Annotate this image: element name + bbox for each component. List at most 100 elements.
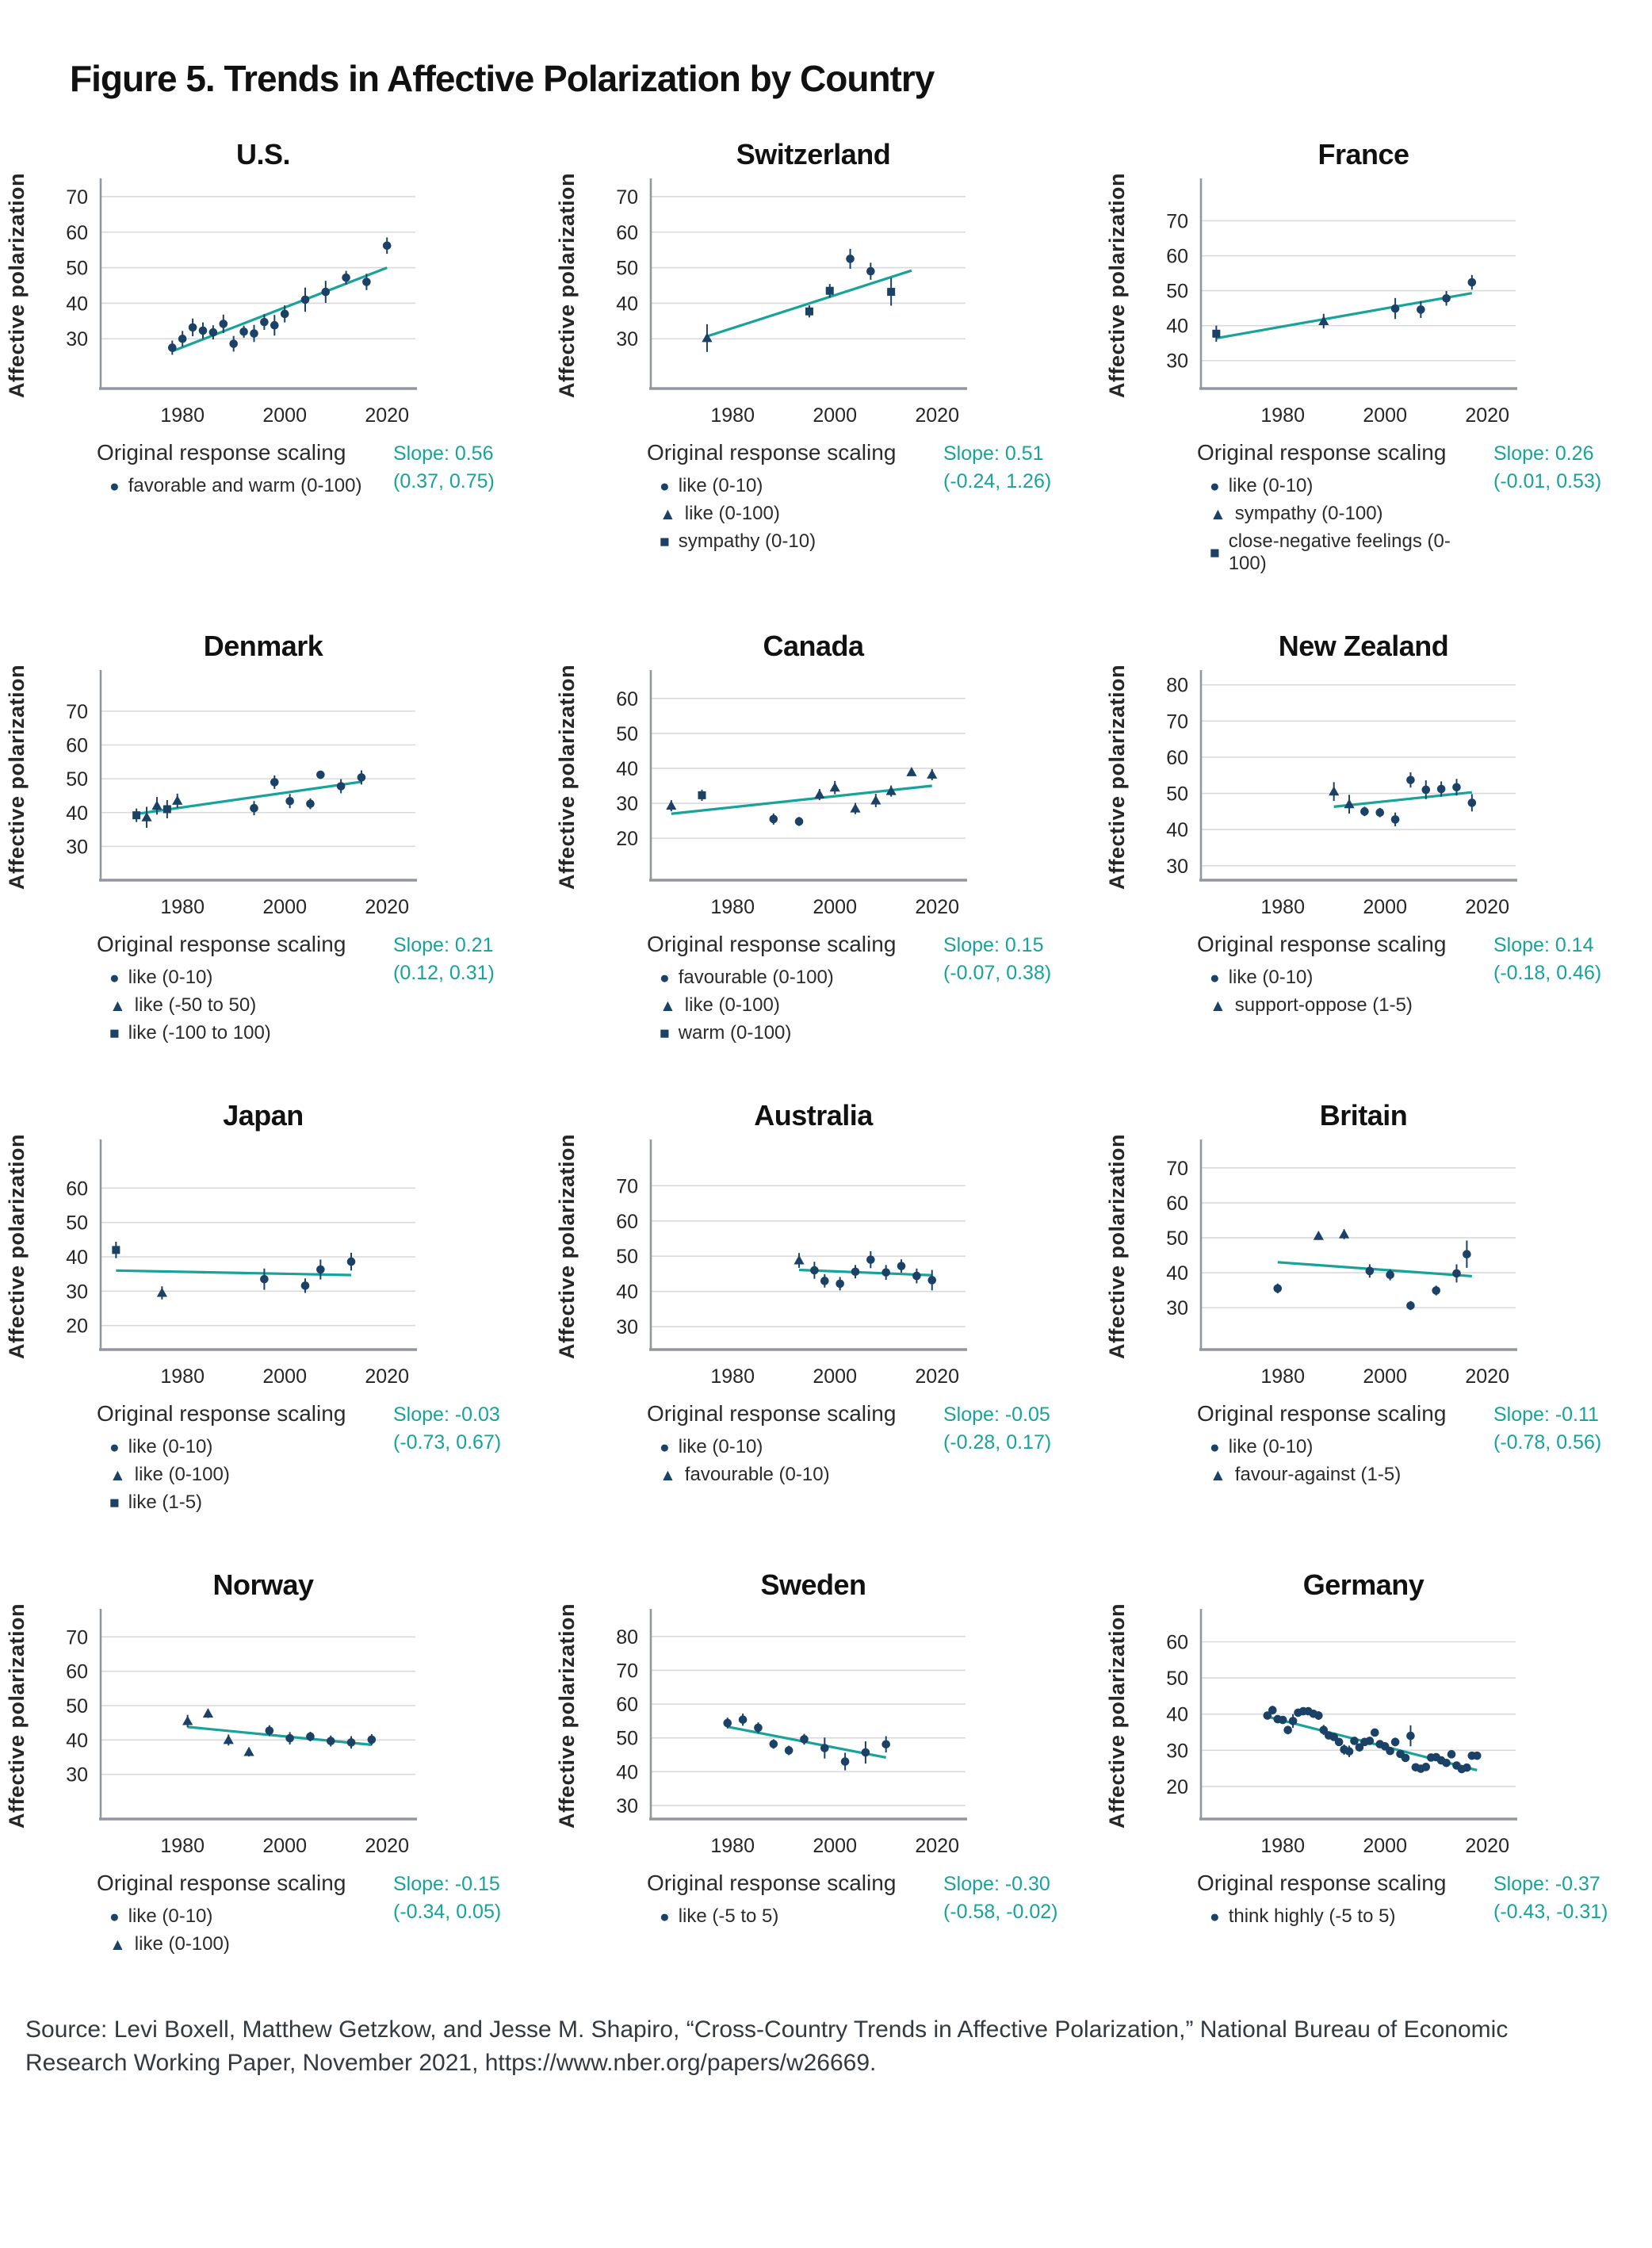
data-point-circle — [346, 1738, 356, 1747]
slope-value: Slope: 0.56 — [393, 442, 494, 465]
slope-value: Slope: -0.03 — [393, 1404, 500, 1426]
slope-ci: (-0.01, 0.53) — [1493, 470, 1602, 492]
chart-legend: Original response scaling ● like (0-10) ▲ li… — [97, 932, 366, 1050]
y-tick-label: 50 — [1166, 281, 1188, 303]
triangle-marker-icon: ▲ — [1210, 1465, 1226, 1484]
y-tick-label: 30 — [66, 836, 88, 858]
x-tick-label: 2020 — [365, 1835, 409, 1857]
slope-ci: (-0.24, 1.26) — [943, 470, 1052, 492]
y-tick-label: 30 — [1166, 1740, 1188, 1762]
slope-value: Slope: 0.14 — [1493, 934, 1594, 956]
data-point-circle — [1329, 1733, 1338, 1741]
circle-marker-icon: ● — [660, 968, 670, 987]
chart-title: Britain — [1319, 1099, 1408, 1132]
triangle-marker-icon: ▲ — [109, 1465, 126, 1484]
data-point-circle — [769, 814, 778, 824]
x-tick-label: 2000 — [262, 896, 307, 918]
data-point-square — [1212, 329, 1221, 338]
y-tick-label: 30 — [616, 328, 638, 350]
chart-legend: Original response scaling ● like (0-10) ▲ li… — [97, 1401, 366, 1519]
y-tick-label: 40 — [616, 758, 638, 780]
x-tick-label: 2020 — [1465, 1365, 1509, 1388]
y-tick-label: 30 — [616, 793, 638, 815]
data-point-circle — [800, 1735, 809, 1744]
y-tick-label: 30 — [1166, 350, 1188, 373]
data-point-square — [698, 791, 706, 799]
x-tick-label: 1980 — [1260, 1835, 1305, 1857]
data-point-square — [887, 288, 896, 297]
legend-title: Original response scaling — [1197, 440, 1447, 465]
legend-item: ● like (0-10) — [660, 1436, 916, 1458]
slope-text: Slope: 0.15 (-0.07, 0.38) — [943, 932, 1051, 987]
slope-ci: (-0.28, 0.17) — [943, 1431, 1052, 1453]
data-point-triangle — [1313, 1230, 1324, 1240]
legend-item-label: like (0-10) — [128, 967, 213, 988]
circle-marker-icon: ● — [109, 1438, 120, 1457]
legend-item: ● like (0-10) — [660, 475, 916, 497]
legend-item-label: like (0-100) — [134, 1933, 230, 1955]
figure-title: Figure 5. Trends in Affective Polarizati… — [70, 58, 935, 99]
data-point-circle — [250, 329, 258, 338]
x-tick-label: 2000 — [1363, 896, 1407, 918]
slope-text: Slope: -0.15 (-0.34, 0.05) — [393, 1871, 501, 1926]
y-tick-label: 60 — [1166, 747, 1188, 769]
chart-plot: 20 30 40 50 60 1980 2000 2020 Affective polariza… — [555, 666, 967, 918]
chart-legend: Original response scaling ● like (0-10) ▲ fa… — [1197, 1401, 1467, 1492]
legend-item-label: sympathy (0-10) — [678, 530, 816, 552]
legend-title: Original response scaling — [1197, 1401, 1447, 1426]
data-point-circle — [1344, 1747, 1354, 1756]
data-point-triangle — [223, 1734, 234, 1744]
y-tick-label: 50 — [616, 258, 638, 280]
slope-text: Slope: -0.05 (-0.28, 0.17) — [943, 1401, 1051, 1457]
chart-legend: Original response scaling ● like (0-10) ▲ sy… — [1197, 440, 1467, 580]
data-point-circle — [1371, 1728, 1379, 1737]
legend-row: Original response scaling ● favorable and … — [2, 440, 552, 503]
data-point-circle — [1390, 1737, 1400, 1747]
slope-value: Slope: 0.21 — [393, 934, 494, 956]
legend-item: ● favorable and warm (0-100) — [109, 475, 366, 497]
data-point-circle — [1390, 815, 1400, 824]
legend-row: Original response scaling ● like (0-10) ▲ su… — [1102, 932, 1652, 1022]
legend-item: ● like (0-10) — [1210, 1436, 1467, 1458]
x-tick-label: 2000 — [262, 1365, 307, 1388]
data-point-circle — [723, 1718, 732, 1728]
legend-item-label: like (1-5) — [128, 1492, 203, 1513]
chart-legend: Original response scaling ● like (-5 to 5) — [647, 1871, 916, 1933]
legend-item: ● like (0-10) — [1210, 967, 1467, 989]
data-point-circle — [1288, 1717, 1298, 1725]
legend-item: ▲ like (0-100) — [660, 503, 916, 525]
chart-plot: 30 40 50 60 70 1980 2000 2020 Affective polariza… — [1105, 1135, 1517, 1388]
legend-item-label: like (0-10) — [678, 475, 763, 496]
data-point-circle — [1467, 278, 1477, 287]
chart-legend: Original response scaling ● think highly (… — [1197, 1871, 1467, 1933]
legend-item-label: like (0-100) — [684, 994, 780, 1016]
legend-item-label: support-oppose (1-5) — [1234, 994, 1413, 1016]
y-tick-label: 30 — [616, 1316, 638, 1338]
y-tick-label: 30 — [616, 1795, 638, 1817]
data-point-circle — [316, 1265, 325, 1274]
data-point-circle — [1473, 1751, 1482, 1760]
y-tick-label: 50 — [1166, 1668, 1188, 1690]
y-tick-label: 60 — [66, 735, 88, 757]
trend-line — [798, 1268, 932, 1277]
trend-line — [116, 1269, 352, 1277]
data-point-circle — [367, 1735, 377, 1744]
data-point-triangle — [156, 1287, 167, 1297]
y-axis-label: Affective polarization — [555, 666, 579, 890]
data-point-circle — [326, 1737, 335, 1745]
legend-item-label: like (-100 to 100) — [128, 1022, 271, 1044]
y-tick-label: 40 — [1166, 819, 1188, 841]
data-point-circle — [285, 1733, 294, 1743]
y-tick-label: 40 — [66, 1247, 88, 1269]
data-point-circle — [866, 1255, 875, 1264]
data-point-circle — [912, 1271, 921, 1281]
y-tick-label: 60 — [1166, 1193, 1188, 1215]
chart-plot: 30 40 50 60 70 80 1980 2000 2020 Affective polari… — [1105, 666, 1517, 918]
data-point-triangle — [906, 767, 917, 776]
y-tick-label: 40 — [1166, 1262, 1188, 1285]
triangle-marker-icon: ▲ — [660, 504, 676, 523]
circle-marker-icon: ● — [660, 1438, 670, 1457]
legend-item: ● think highly (-5 to 5) — [1210, 1905, 1467, 1928]
y-tick-label: 80 — [616, 1626, 638, 1649]
data-point-circle — [1401, 1753, 1410, 1763]
